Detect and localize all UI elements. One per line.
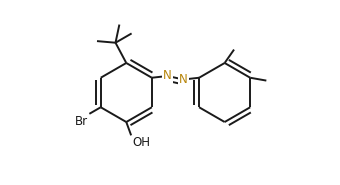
Text: OH: OH	[132, 137, 150, 149]
Text: Br: Br	[74, 115, 88, 128]
Text: N: N	[179, 73, 188, 86]
Text: N: N	[163, 70, 172, 83]
